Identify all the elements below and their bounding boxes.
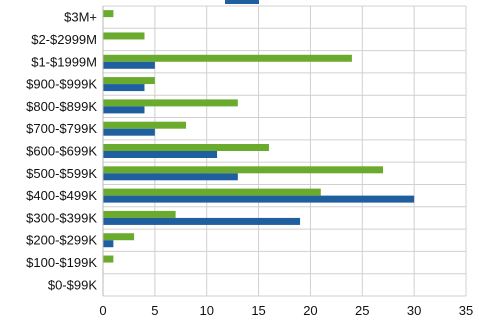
bar-series-1 — [103, 99, 238, 106]
chart-title-clipped — [225, 0, 259, 4]
bar-series-2 — [103, 240, 113, 247]
bar-series-1 — [103, 55, 352, 62]
bar-series-2 — [103, 196, 414, 203]
bar-series-1 — [103, 122, 186, 129]
x-tick-label: 15 — [251, 303, 265, 318]
x-tick-label: 0 — [99, 303, 106, 318]
category-labels: $3M+ $2-$2999M $1-$1999M $900-$999K $800-$89… — [26, 10, 97, 293]
x-tick-label: 10 — [199, 303, 213, 318]
category-label: $900-$999K — [26, 77, 97, 92]
bar-series-2 — [103, 151, 217, 158]
category-label: $0-$99K — [48, 277, 97, 292]
bar-series-1 — [103, 32, 144, 39]
x-tick-labels: 0 5 10 15 20 25 30 35 — [99, 303, 473, 318]
category-label: $700-$799K — [26, 121, 97, 136]
bar-series-2 — [103, 173, 238, 180]
bar-series-2 — [103, 84, 144, 91]
bar-series-1 — [103, 189, 321, 196]
category-label: $200-$299K — [26, 233, 97, 248]
bar-series-1 — [103, 233, 134, 240]
x-tick-label: 35 — [459, 303, 473, 318]
bar-series-1 — [103, 10, 113, 17]
category-label: $1-$1999M — [31, 54, 97, 69]
category-label: $100-$199K — [26, 255, 97, 270]
category-label: $400-$499K — [26, 188, 97, 203]
category-label: $2-$2999M — [31, 32, 97, 47]
bar-series-1 — [103, 256, 113, 263]
x-tick-label: 30 — [407, 303, 421, 318]
x-tick-label: 25 — [355, 303, 369, 318]
category-label: $600-$699K — [26, 144, 97, 159]
title-fragment — [225, 0, 259, 4]
bar-series-1 — [103, 77, 155, 84]
bar-series-2 — [103, 218, 300, 225]
x-tick-label: 5 — [151, 303, 158, 318]
bar-series-2 — [103, 62, 155, 69]
bar-series-2 — [103, 106, 144, 113]
bar-series-1 — [103, 166, 383, 173]
category-label: $3M+ — [64, 10, 97, 25]
bar-series-2 — [103, 129, 155, 136]
category-label: $800-$899K — [26, 99, 97, 114]
category-label: $300-$399K — [26, 210, 97, 225]
bar-series-1 — [103, 211, 176, 218]
bar-series-1 — [103, 144, 269, 151]
x-tick-label: 20 — [303, 303, 317, 318]
category-label: $500-$599K — [26, 166, 97, 181]
